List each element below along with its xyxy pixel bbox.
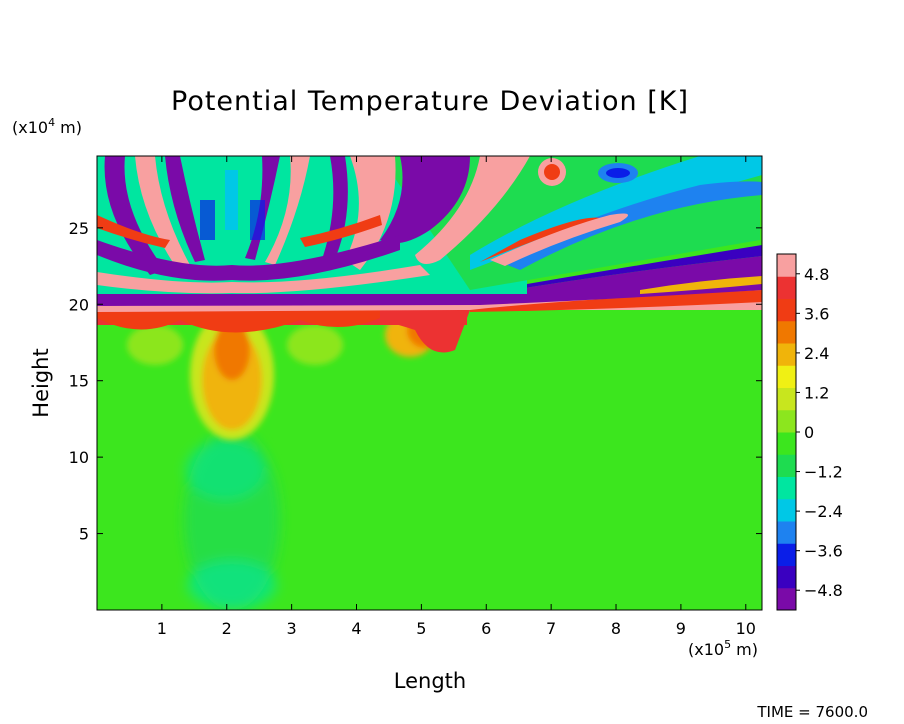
- lower-plume: [184, 430, 280, 610]
- colorbar-swatch: [777, 298, 796, 322]
- plot-frame: [96, 155, 763, 611]
- x-axis-label: Length: [394, 669, 466, 693]
- colorbar-swatch: [777, 365, 796, 388]
- y-tick-label: 20: [69, 295, 89, 314]
- colorbar-tick-label: −1.2: [804, 463, 843, 482]
- x-tick-label: 9: [676, 619, 686, 638]
- colorbar-swatch: [777, 565, 796, 589]
- colorbar-swatch: [777, 543, 796, 566]
- x-tick-label: 4: [351, 619, 361, 638]
- x-tick-label: 6: [481, 619, 491, 638]
- colorbar-tick-label: −3.6: [804, 542, 843, 561]
- y-tick-label: 10: [69, 448, 89, 467]
- upper-waves: [97, 156, 762, 294]
- colorbar-tick-label: 4.8: [804, 265, 829, 284]
- x-tick-label: 1: [157, 619, 167, 638]
- colorbar-tick-label: 3.6: [804, 304, 829, 323]
- colorbar-swatch: [777, 343, 796, 366]
- y-tick-label: 5: [79, 525, 89, 544]
- y-axis-unit: (x104 m): [12, 116, 82, 137]
- colorbar-tick-label: 2.4: [804, 344, 829, 363]
- colorbar-swatch: [777, 476, 796, 500]
- colorbar-swatch: [777, 254, 796, 277]
- colorbar-swatch: [777, 432, 796, 455]
- colorbar-swatch: [777, 498, 796, 522]
- x-tick-label: 3: [287, 619, 297, 638]
- colorbar-tick-label: −2.4: [804, 502, 843, 521]
- x-axis-ticks: 1 2 3 4 5 6 7 8 9 10: [157, 156, 756, 638]
- x-tick-label: 5: [416, 619, 426, 638]
- colorbar-swatch: [777, 276, 796, 299]
- colorbar-swatch: [777, 409, 796, 433]
- colorbar-tick-label: 1.2: [804, 383, 829, 402]
- x-tick-label: 7: [546, 619, 556, 638]
- time-footer: TIME = 7600.0: [756, 703, 868, 721]
- x-tick-label: 2: [222, 619, 232, 638]
- y-tick-label: 15: [69, 372, 89, 391]
- colorbar-swatch: [777, 387, 796, 411]
- colorbar-swatch: [777, 320, 796, 344]
- colorbar-tick-label: −4.8: [804, 581, 843, 600]
- colorbar-swatch: [777, 521, 796, 544]
- colorbar-tick-label: 0: [804, 423, 814, 442]
- heatmap-field: [97, 156, 762, 610]
- colorbar: [776, 253, 797, 611]
- colorbar-swatch: [777, 454, 796, 477]
- y-axis-label: Height: [29, 348, 53, 417]
- chart-title: Potential Temperature Deviation [K]: [171, 86, 689, 117]
- colorbar-swatch: [777, 587, 796, 611]
- y-tick-label: 25: [69, 219, 89, 238]
- colorbar-labels: 4.8 3.6 2.4 1.2 0 −1.2 −2.4 −3.6 −4.8: [796, 265, 843, 600]
- x-axis-unit: (x105 m): [688, 638, 758, 659]
- y-axis-ticks: 5 10 15 20 25: [69, 219, 762, 544]
- x-tick-label: 8: [611, 619, 621, 638]
- x-tick-label: 10: [736, 619, 756, 638]
